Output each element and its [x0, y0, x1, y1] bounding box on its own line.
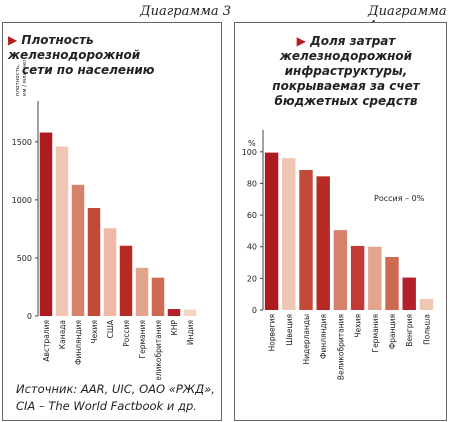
- left-plot-area: 0 500 1000 1500 Австралия Канада Финляндия Чехи…: [12, 60, 197, 380]
- right-category-label: Польша: [422, 314, 431, 345]
- left-y-tick-label: 500: [17, 254, 32, 263]
- left-y-tick-label: 1500: [12, 138, 32, 147]
- left-category-label: Чехия: [90, 320, 99, 344]
- right-category-label: Германия: [371, 314, 380, 353]
- left-bar: [151, 277, 165, 316]
- right-title-line4: покрываемая за счет: [272, 79, 420, 93]
- left-bar: [71, 184, 85, 316]
- right-chart-title: ▶ Доля затрат железнодорожной инфраструк…: [256, 34, 436, 109]
- right-y-tick-label: 20: [247, 274, 257, 283]
- left-category-label: США: [106, 319, 115, 338]
- left-bar: [55, 146, 69, 316]
- right-bar: [402, 277, 416, 310]
- left-ylabel-line2: км / млн. чел.: [22, 60, 28, 96]
- right-y-tick-label: 100: [242, 148, 257, 157]
- right-y-tick-label: 80: [247, 179, 257, 188]
- right-bar: [299, 170, 313, 310]
- left-y-tick-label: 0: [27, 312, 32, 321]
- left-bar: [135, 267, 149, 316]
- right-category-label: Чехия: [354, 314, 363, 338]
- right-y-tick-label: 60: [247, 211, 257, 220]
- right-title-line3: инфраструктуры,: [284, 64, 408, 78]
- left-category-label: Великобритания: [154, 320, 163, 380]
- left-bar: [183, 309, 197, 316]
- left-bar: [103, 228, 117, 316]
- source-line2: CIA – The World Factbook и др.: [16, 399, 197, 413]
- right-bar: [368, 246, 382, 310]
- left-title-line1: Плотность железнодорожной: [8, 33, 141, 62]
- diagram-3-label: Диаграмма 3: [140, 4, 232, 19]
- right-category-label: Франция: [388, 314, 397, 349]
- left-chart-title: ▶ Плотность железнодорожной сети по насе…: [8, 33, 220, 78]
- right-title-line5: бюджетных средств: [274, 94, 418, 108]
- right-category-label: Финляндия: [319, 314, 328, 359]
- left-y-tick-label: 1000: [12, 196, 32, 205]
- right-category-label: Венгрия: [405, 314, 414, 347]
- right-plot-area: 0 20 40 60 80 100 Норвегия Швеция Нидерланды Финл…: [242, 130, 434, 380]
- right-bar: [333, 230, 348, 310]
- left-bar: [167, 309, 181, 316]
- right-chart: 0 20 40 60 80 100 Норвегия Швеция Нидерланды Финл…: [242, 130, 434, 380]
- right-title-line2: железнодорожной: [279, 49, 413, 63]
- left-ylabel-line1: плотность,: [15, 64, 21, 96]
- right-bar: [385, 257, 399, 310]
- right-bar: [282, 158, 296, 310]
- source-line1: Источник: AAR, UIC, ОАО «РЖД»,: [16, 382, 215, 396]
- left-bar: [39, 132, 53, 316]
- right-ylabel: %: [248, 139, 256, 148]
- left-category-label: Россия: [122, 320, 131, 347]
- left-category-label: Канада: [58, 320, 67, 349]
- right-category-label: Великобритания: [336, 314, 345, 380]
- right-category-label: Норвегия: [268, 314, 277, 351]
- right-bar: [316, 176, 330, 310]
- left-category-label: КНР: [170, 320, 179, 336]
- left-bar: [119, 245, 133, 316]
- right-y-tick-label: 40: [247, 243, 257, 252]
- left-category-label: Финляндия: [74, 320, 83, 365]
- right-category-label: Швеция: [285, 314, 294, 346]
- left-source: Источник: AAR, UIC, ОАО «РЖД», CIA – The…: [16, 381, 220, 415]
- right-category-label: Нидерланды: [302, 314, 311, 365]
- title-marker-icon: ▶: [8, 33, 18, 47]
- right-bar: [350, 245, 365, 310]
- right-bar: [264, 152, 279, 310]
- left-category-label: Германия: [138, 320, 147, 359]
- right-bar: [419, 298, 434, 310]
- left-chart: 0 500 1000 1500 Австралия Канада Финляндия Чехи…: [12, 60, 197, 380]
- left-bar: [87, 208, 101, 316]
- right-y-tick-label: 0: [252, 306, 257, 315]
- left-category-label: Австралия: [42, 320, 51, 362]
- left-chart-panel: [2, 22, 222, 421]
- right-annotation: Россия – 0%: [374, 194, 425, 203]
- left-title-line2: сети по населению: [22, 63, 155, 77]
- left-category-label: Индия: [186, 320, 195, 345]
- title-marker-icon: ▶: [296, 34, 306, 48]
- right-title-line1: Доля затрат: [310, 34, 396, 48]
